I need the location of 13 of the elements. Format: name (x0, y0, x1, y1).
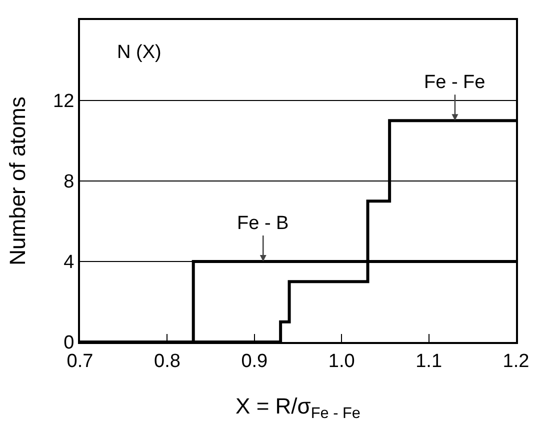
x-axis-title: X = R/σ$_{Fe - Fe}$ (236, 393, 360, 422)
y-axis-title: Number of atoms (5, 96, 30, 266)
x-tick-label: 0.8 (154, 350, 180, 372)
x-tick-label: 1.2 (502, 350, 530, 372)
x-tick-label: 1.0 (328, 350, 355, 372)
annotation: Fe - B (237, 213, 289, 234)
annotation: N (X) (117, 42, 162, 63)
y-tick-label: 8 (64, 172, 74, 193)
x-tick-label: 1.1 (416, 350, 442, 372)
y-tick-label: 12 (53, 91, 74, 112)
annotation: Fe - Fe (424, 72, 486, 93)
x-tick-label: 0.9 (241, 350, 268, 372)
y-tick-label: 4 (64, 252, 75, 274)
